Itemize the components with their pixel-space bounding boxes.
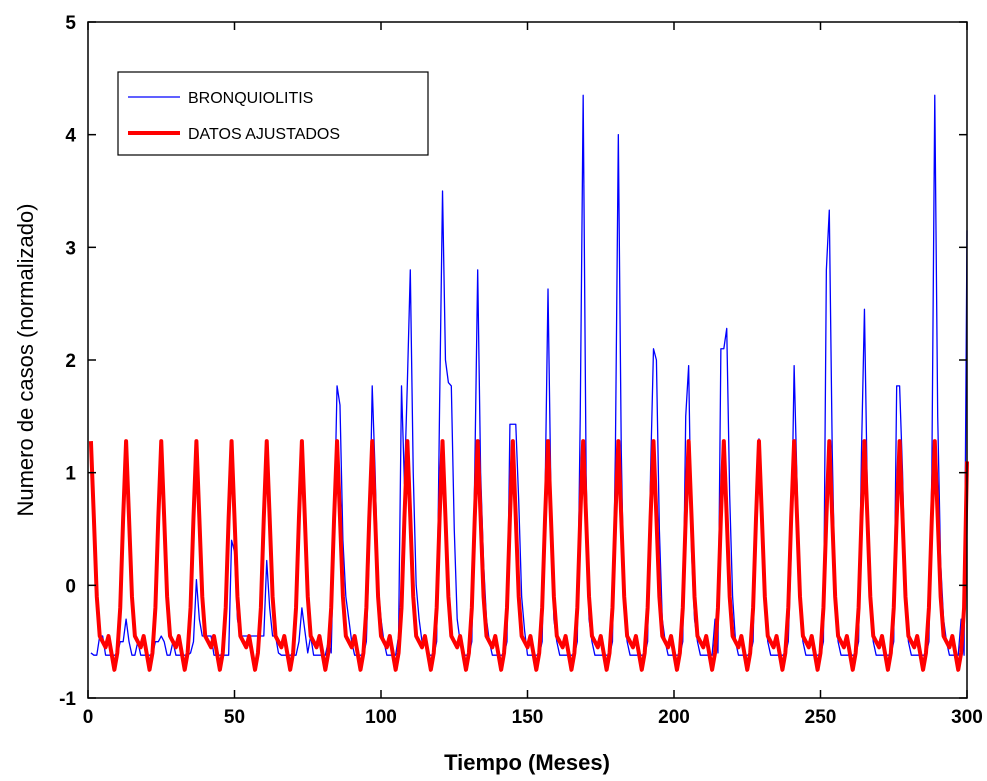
x-tick-label: 50 (224, 707, 245, 728)
series-group (88, 94, 969, 672)
y-tick-label: 2 (65, 351, 76, 372)
y-tick-label: 4 (65, 126, 76, 147)
y-axis-label: Numero de casos (normalizado) (13, 203, 38, 516)
legend: BRONQUIOLITIS DATOS AJUSTADOS (117, 71, 429, 156)
legend-label: BRONQUIOLITIS (188, 90, 313, 107)
x-axis-label: Tiempo (Meses) (444, 750, 610, 775)
legend-label: DATOS AJUSTADOS (188, 126, 340, 143)
data-line (88, 439, 969, 672)
x-tick-label: 100 (365, 707, 397, 728)
x-tick-label: 0 (83, 707, 94, 728)
y-tick-label: -1 (59, 689, 76, 710)
x-tick-label: 200 (658, 707, 690, 728)
legend-box (117, 71, 429, 156)
x-tick-label: 250 (805, 707, 837, 728)
y-tick-label: 5 (65, 13, 76, 34)
x-tick-label: 300 (951, 707, 983, 728)
y-tick-label: 0 (65, 576, 76, 597)
x-tick-label: 150 (512, 707, 544, 728)
y-tick-label: 1 (65, 464, 76, 485)
y-tick-label: 3 (65, 238, 76, 259)
